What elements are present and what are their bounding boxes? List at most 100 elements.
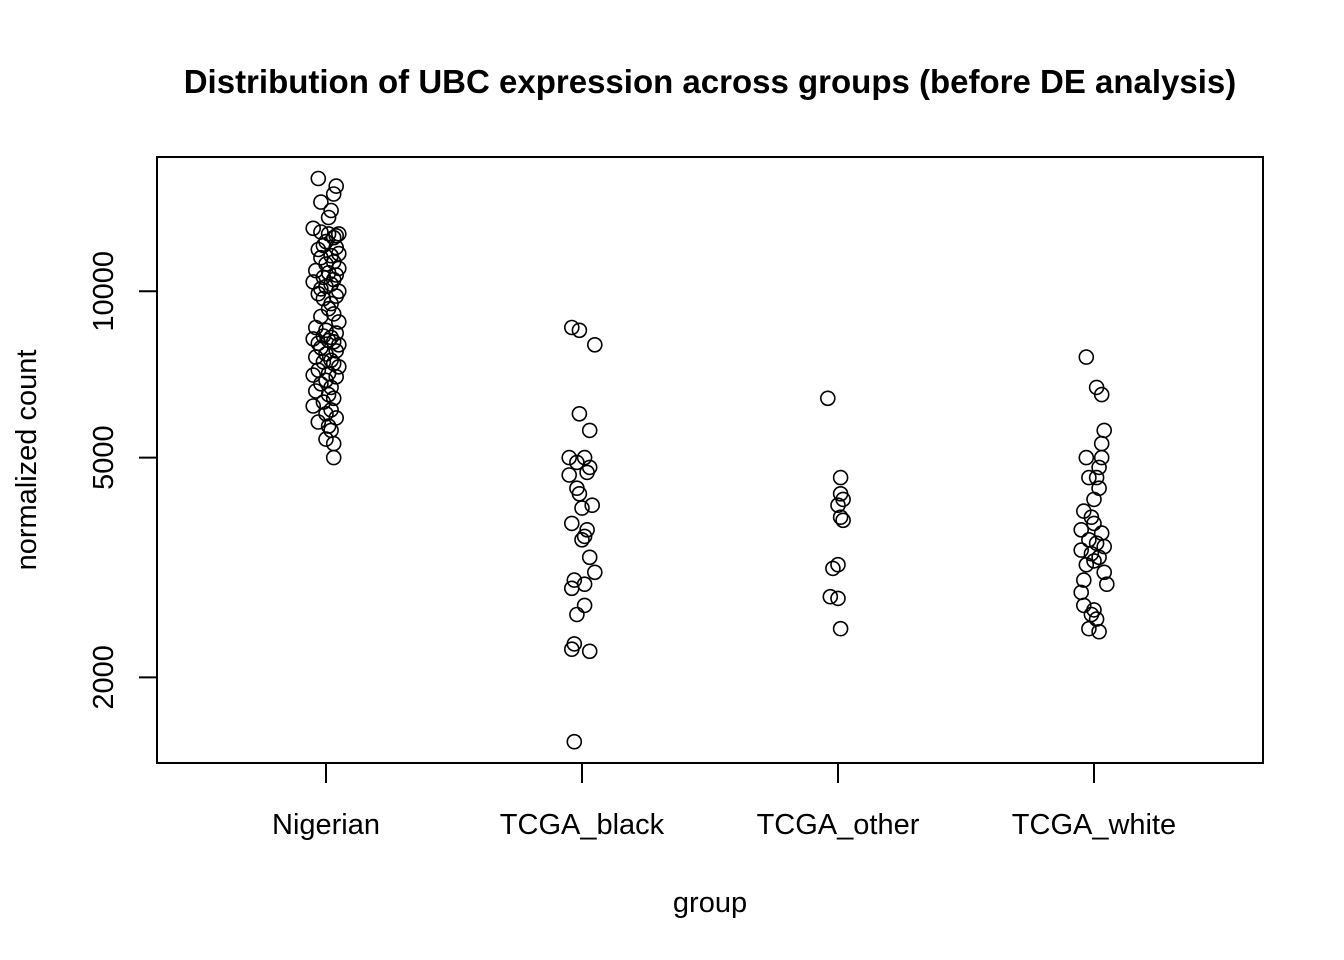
y-tick-label: 5000 <box>88 425 120 490</box>
x-tick-label: TCGA_black <box>500 809 665 841</box>
data-point <box>1078 556 1095 573</box>
data-point <box>574 531 590 548</box>
data-point <box>1088 469 1105 486</box>
data-point <box>1078 349 1095 365</box>
data-point <box>819 390 836 407</box>
data-point <box>305 331 322 347</box>
data-point <box>323 379 339 396</box>
data-point <box>1093 435 1110 452</box>
data-point <box>305 220 322 237</box>
data-point <box>310 414 327 430</box>
data-point <box>330 314 347 330</box>
data-point <box>563 580 580 597</box>
data-point <box>328 343 345 359</box>
data-point <box>315 290 332 307</box>
data-point <box>1088 611 1105 627</box>
data-point <box>1086 553 1102 569</box>
data-point <box>313 308 329 325</box>
data-point <box>325 229 342 246</box>
data-point <box>569 606 585 623</box>
data-point <box>1091 623 1107 640</box>
data-point <box>832 469 849 486</box>
data-point <box>310 241 327 258</box>
data-point <box>310 170 327 187</box>
data-point <box>822 588 839 605</box>
data-point <box>581 422 598 439</box>
x-tick-label: Nigerian <box>272 809 380 841</box>
data-point <box>579 464 595 481</box>
x-tick-label: TCGA_white <box>1012 809 1176 841</box>
data-point <box>586 564 603 581</box>
data-point <box>832 509 849 526</box>
data-point <box>1086 491 1102 508</box>
data-point <box>1081 620 1097 637</box>
data-point <box>1096 422 1112 439</box>
data-point <box>1086 515 1102 532</box>
data-point <box>571 405 588 422</box>
data-point <box>830 497 846 514</box>
data-point <box>1081 531 1097 548</box>
data-point <box>1073 542 1089 558</box>
data-point <box>835 491 851 508</box>
data-point <box>563 319 580 336</box>
data-point <box>830 556 846 573</box>
data-point <box>1073 584 1089 601</box>
data-point <box>323 402 339 418</box>
data-point <box>1093 449 1110 466</box>
data-point <box>325 390 342 407</box>
data-point <box>576 449 593 466</box>
data-point <box>561 467 578 483</box>
data-point <box>574 500 590 516</box>
data-point <box>579 521 595 538</box>
data-point <box>576 597 593 614</box>
data-point <box>328 178 345 194</box>
data-point <box>1073 521 1089 538</box>
data-point <box>320 209 337 226</box>
data-point <box>1093 386 1110 403</box>
data-point <box>325 186 342 202</box>
x-axis: Nigerian TCGA_black TCGA_other TCGA_white <box>272 763 1176 841</box>
data-points <box>305 170 1115 750</box>
data-point <box>561 449 578 466</box>
data-point <box>1096 564 1112 581</box>
data-point <box>563 641 580 658</box>
data-point <box>832 620 849 637</box>
data-point <box>563 515 580 532</box>
data-point <box>313 194 329 210</box>
data-point <box>1076 572 1092 588</box>
data-point <box>835 512 851 529</box>
y-axis-label: normalized count <box>11 350 43 571</box>
data-point <box>325 333 342 350</box>
data-point <box>571 322 588 339</box>
data-point <box>586 336 603 353</box>
y-tick-label: 2000 <box>88 645 120 710</box>
y-tick-label: 10000 <box>88 251 120 332</box>
chart-title: Distribution of UBC expression across gr… <box>184 63 1237 100</box>
data-point <box>318 431 334 447</box>
data-point <box>566 733 583 750</box>
data-point <box>1078 449 1095 466</box>
data-point <box>825 560 841 577</box>
x-tick-label: TCGA_other <box>757 809 920 841</box>
x-axis-label: group <box>673 887 747 919</box>
data-point <box>576 528 593 545</box>
plot-frame <box>156 156 1264 764</box>
data-point <box>1091 549 1107 566</box>
data-point <box>581 549 598 566</box>
data-point <box>584 497 601 514</box>
data-point <box>830 590 846 607</box>
data-point <box>571 485 588 502</box>
data-point <box>581 643 598 660</box>
data-point <box>1091 459 1107 476</box>
data-point <box>566 572 583 588</box>
data-point <box>1076 597 1092 614</box>
data-point <box>1099 576 1115 593</box>
data-point <box>323 202 339 219</box>
data-point <box>315 237 332 254</box>
y-axis: 2000 5000 10000 <box>88 251 157 710</box>
data-point <box>1081 469 1097 486</box>
data-point <box>325 449 342 466</box>
data-point <box>310 285 327 302</box>
data-point <box>305 398 322 414</box>
